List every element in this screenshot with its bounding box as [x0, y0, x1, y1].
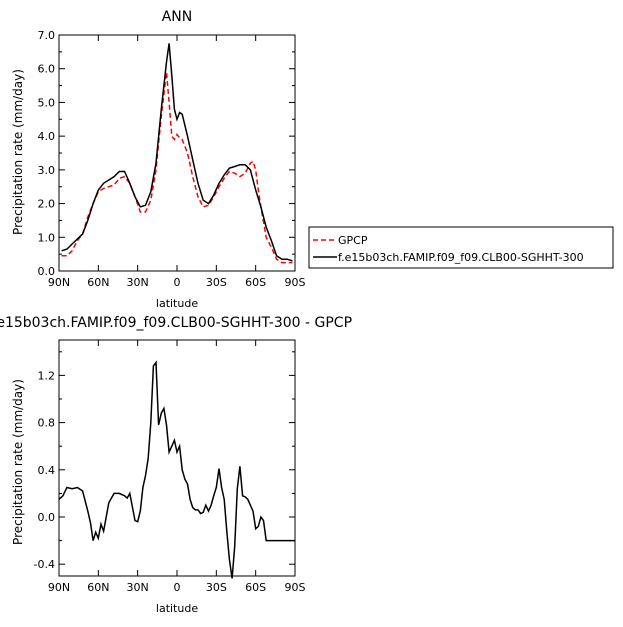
y-tick-label: 1.0: [38, 231, 56, 244]
x-tick-label: 30S: [206, 276, 227, 289]
y-tick-label: 0.0: [38, 511, 56, 524]
y-tick-label: 3.0: [38, 164, 56, 177]
series-line-model: [61, 43, 293, 262]
series-line-difference: [58, 360, 295, 579]
y-axis-label: Precipitation rate (mm/day): [11, 379, 25, 545]
legend-label-gpcp: GPCP: [338, 234, 368, 247]
series-group: [58, 360, 295, 579]
y-tick-label: -0.4: [34, 558, 55, 571]
y-tick-label: 2.0: [38, 198, 56, 211]
chart-title: ANN: [162, 9, 193, 25]
x-axis-label: latitude: [156, 297, 198, 310]
y-tick-label: 1.2: [38, 369, 56, 382]
y-tick-label: 6.0: [38, 63, 56, 76]
y-axis-label: Precipitation rate (mm/day): [11, 69, 25, 235]
y-tick-label: 0.8: [38, 417, 56, 430]
x-tick-label: 0: [174, 581, 181, 594]
chart-panel-difference: f.e15b03ch.FAMIP.f09_f09.CLB00-SGHHT-300…: [0, 315, 352, 615]
y-tick-label: 7.0: [38, 29, 56, 42]
y-tick-label: 4.0: [38, 130, 56, 143]
y-tick-label: 0.0: [38, 265, 56, 278]
x-axis-label: latitude: [156, 602, 198, 615]
y-tick-label: 0.4: [38, 464, 56, 477]
x-tick-label: 90S: [285, 581, 306, 594]
y-tick-label: 5.0: [38, 96, 56, 109]
axis-ticks: 90N 60N 30N 0 30S 60S 90S -0.4 0.0 0.4 0.8 1.2: [34, 340, 306, 594]
x-tick-label: 60N: [87, 581, 109, 594]
x-tick-label: 60S: [245, 581, 266, 594]
x-tick-label: 60S: [245, 276, 266, 289]
x-tick-label: 30N: [127, 581, 149, 594]
series-group: [61, 43, 293, 264]
x-tick-label: 90N: [48, 581, 70, 594]
series-line-gpcp: [61, 72, 293, 264]
x-tick-label: 30N: [127, 276, 149, 289]
x-tick-label: 90N: [48, 276, 70, 289]
x-tick-label: 30S: [206, 581, 227, 594]
x-tick-label: 60N: [87, 276, 109, 289]
chart-panel-annual: ANN Precipitation rate (mm/day) latitude…: [11, 9, 306, 310]
x-tick-label: 90S: [285, 276, 306, 289]
legend: GPCP f.e15b03ch.FAMIP.f09_f09.CLB00-SGHH…: [308, 226, 614, 269]
chart-title: f.e15b03ch.FAMIP.f09_f09.CLB00-SGHHT-300…: [0, 315, 352, 331]
x-tick-label: 0: [174, 276, 181, 289]
plot-frame: [58, 339, 296, 577]
plot-frame: [58, 34, 296, 272]
axis-ticks: 90N 60N 30N 0 30S 60S 90S 0.0 1.0 2.0 3.0 4.0 5.0 6.0…: [38, 29, 306, 289]
legend-box: [308, 226, 614, 269]
legend-label-model: f.e15b03ch.FAMIP.f09_f09.CLB00-SGHHT-300: [338, 251, 584, 264]
